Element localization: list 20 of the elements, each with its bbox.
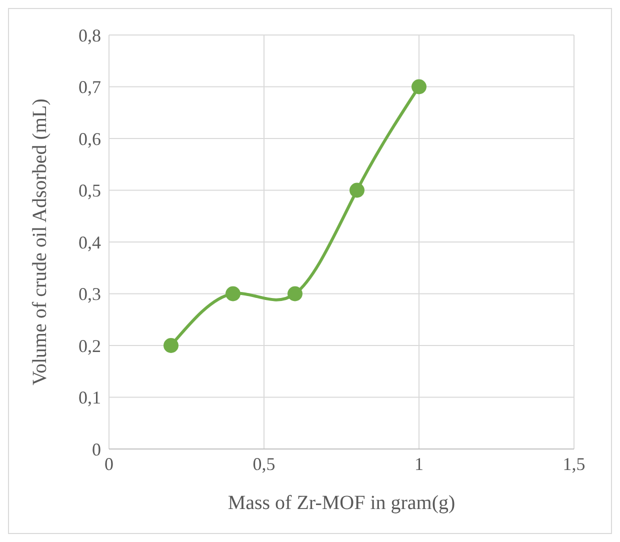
- y-tick-label: 0,1: [78, 388, 101, 408]
- y-tick-label: 0,5: [78, 180, 101, 201]
- point: [164, 338, 178, 353]
- x-tick-label: 0,5: [252, 454, 276, 474]
- point: [226, 286, 240, 302]
- x-tick-label: 1,5: [562, 454, 586, 474]
- y-tick-label: 0: [92, 439, 101, 460]
- y-axis-title: Volume of crude oil Adsorbed (mL): [29, 98, 52, 386]
- point: [288, 286, 302, 302]
- y-tick-label: 0,3: [78, 284, 101, 304]
- y-tick-label: 0,7: [78, 77, 101, 98]
- y-tick-label: 0,6: [78, 128, 101, 149]
- y-tick-label: 0,8: [78, 25, 101, 46]
- y-tick-label: 0,2: [78, 336, 101, 356]
- y-tick-label: 0,4: [78, 232, 101, 252]
- x-axis-title: Mass of Zr-MOF in gram(g): [228, 492, 456, 514]
- x-tick-label: 1: [414, 454, 424, 474]
- x-tick-label: 0: [104, 454, 114, 474]
- point: [412, 79, 426, 94]
- point: [350, 182, 364, 198]
